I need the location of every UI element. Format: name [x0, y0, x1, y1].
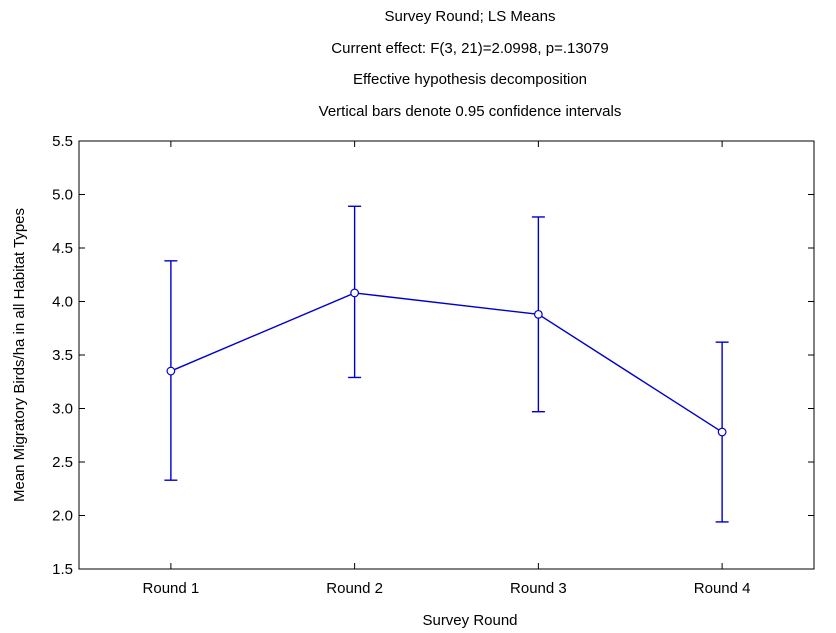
y-tick-label: 4.5: [52, 240, 73, 257]
y-tick-label: 2.5: [52, 454, 73, 471]
data-point: [350, 288, 360, 298]
data-point: [533, 309, 543, 319]
y-tick-label: 3.5: [52, 347, 73, 364]
y-tick-label: 4.0: [52, 294, 73, 311]
data-point: [717, 427, 727, 437]
x-axis-label: Survey Round: [422, 612, 517, 629]
x-tick-label: Round 1: [143, 580, 200, 597]
title-line-4: Vertical bars denote 0.95 confidence int…: [319, 103, 622, 120]
y-tick-label: 3.0: [52, 401, 73, 418]
x-axis: Round 1 Round 2 Round 3 Round 4: [143, 141, 751, 597]
chart-title: Survey Round; LS Means Current effect: F…: [319, 8, 622, 120]
series-line: [170, 292, 723, 433]
data-point: [166, 366, 176, 376]
series-layer: [164, 205, 729, 523]
y-axis: 1.5 2.0 2.5 3.0 3.5 4.0 4.5 5.0 5.5: [52, 133, 814, 578]
x-tick-label: Round 3: [510, 580, 567, 597]
plot-frame: [78, 140, 815, 570]
y-tick-label: 1.5: [52, 561, 73, 578]
y-tick-label: 5.0: [52, 187, 73, 204]
y-axis-label: Mean Migratory Birds/ha in all Habitat T…: [11, 208, 28, 502]
title-line-3: Effective hypothesis decomposition: [353, 71, 587, 88]
x-tick-label: Round 2: [326, 580, 383, 597]
title-line-2: Current effect: F(3, 21)=2.0998, p=.1307…: [331, 40, 608, 57]
x-tick-label: Round 4: [694, 580, 751, 597]
y-tick-label: 5.5: [52, 133, 73, 150]
title-line-1: Survey Round; LS Means: [385, 8, 556, 25]
y-tick-label: 2.0: [52, 508, 73, 525]
